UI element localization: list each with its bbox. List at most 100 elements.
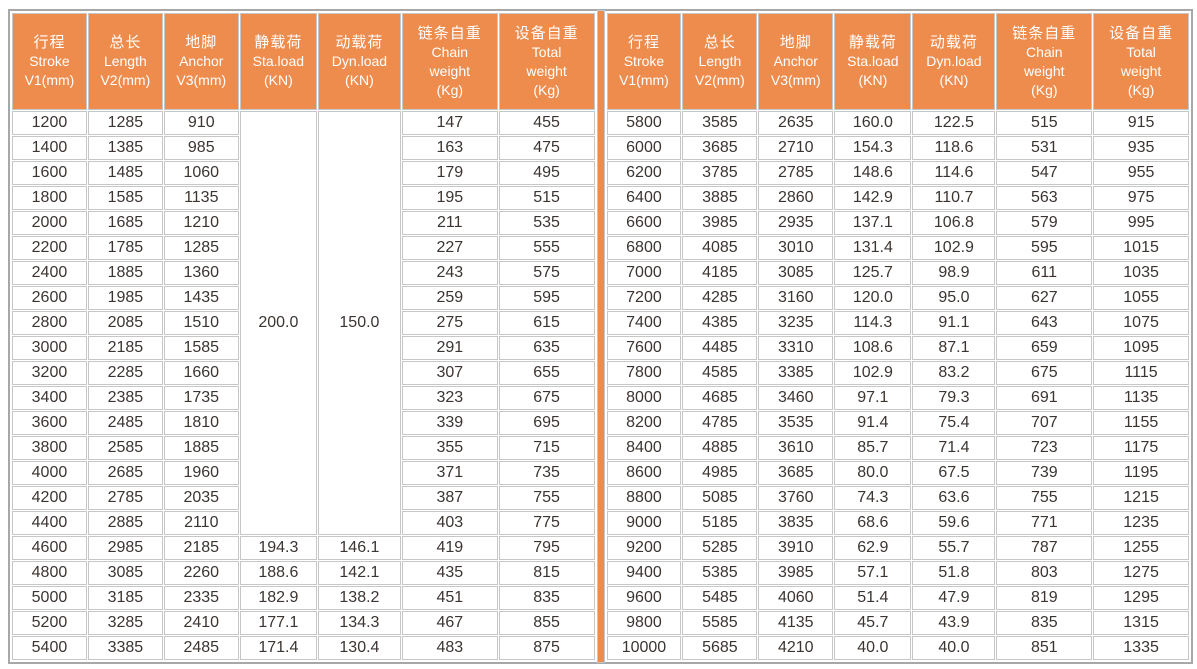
data-cell-anchor: 1360: [164, 262, 238, 284]
table-row: 8400 4885 3610 85.7 71.4 723 1175: [607, 437, 1188, 459]
data-cell-chain-weight: 355: [402, 437, 497, 459]
data-cell-dyn-load: 130.4: [318, 637, 400, 659]
table-row: 8800 5085 3760 74.3 63.6 755 1215: [607, 487, 1188, 509]
header-line: (Kg): [1127, 81, 1155, 98]
data-cell-total-weight: 1095: [1094, 337, 1188, 359]
data-cell-dyn-load: 83.2: [913, 362, 995, 384]
data-cell-stroke: 9600: [607, 587, 681, 609]
data-cell-dyn-load: 75.4: [913, 412, 995, 434]
data-cell-length: 1685: [88, 212, 162, 234]
data-cell-sta-load: 80.0: [835, 462, 911, 484]
data-cell-anchor: 4060: [759, 587, 833, 609]
header-cell-chain-weight: 链条自重 Chain weight (Kg): [997, 14, 1092, 109]
header-line: V1(mm): [24, 72, 75, 88]
data-cell-anchor: 1960: [164, 462, 238, 484]
data-cell-total-weight: 495: [499, 162, 594, 184]
data-cell-sta-load: 91.4: [835, 412, 911, 434]
data-cell-stroke: 4200: [13, 487, 86, 509]
data-cell-chain-weight: 259: [402, 287, 497, 309]
header-line: 总长: [703, 34, 736, 51]
merged-sta-load-cell: 200.0: [240, 112, 316, 534]
data-cell-total-weight: 475: [499, 137, 594, 159]
data-cell-dyn-load: 43.9: [913, 612, 995, 634]
header-line: 静载荷: [848, 34, 897, 51]
data-cell-sta-load: 40.0: [835, 637, 911, 659]
data-cell-total-weight: 735: [499, 462, 594, 484]
data-cell-stroke: 3200: [13, 362, 86, 384]
table-row: 4600 2985 2185 194.3 146.1 419 795: [13, 537, 594, 559]
data-cell-length: 1985: [88, 287, 162, 309]
data-cell-total-weight: 615: [499, 312, 594, 334]
data-cell-chain-weight: 339: [402, 412, 497, 434]
data-cell-dyn-load: 51.8: [913, 562, 995, 584]
header-line: 链条自重: [1012, 24, 1077, 42]
table-row: 6800 4085 3010 131.4 102.9 595 1015: [607, 237, 1188, 259]
data-cell-total-weight: 695: [499, 412, 594, 434]
table-row: 4800 3085 2260 188.6 142.1 435 815: [13, 562, 594, 584]
data-cell-length: 5285: [683, 537, 757, 559]
header-cell-dyn-load: 动载荷 Dyn.load (KN): [913, 14, 995, 109]
header-line: (Kg): [1031, 81, 1058, 98]
data-cell-stroke: 2000: [13, 212, 86, 234]
header-line: 总长: [109, 34, 142, 51]
data-cell-chain-weight: 307: [402, 362, 497, 384]
data-cell-stroke: 9000: [607, 512, 681, 534]
data-cell-dyn-load: 79.3: [913, 387, 995, 409]
data-cell-dyn-load: 47.9: [913, 587, 995, 609]
data-cell-sta-load: 45.7: [835, 612, 911, 634]
data-cell-anchor: 985: [164, 137, 238, 159]
data-cell-stroke: 10000: [607, 637, 681, 659]
data-cell-sta-load: 160.0: [835, 112, 911, 134]
data-cell-dyn-load: 59.6: [913, 512, 995, 534]
data-cell-total-weight: 1235: [1094, 512, 1188, 534]
header-line: 地脚: [185, 34, 218, 51]
data-cell-length: 5385: [683, 562, 757, 584]
data-cell-total-weight: 995: [1094, 212, 1188, 234]
table-row: 5400 3385 2485 171.4 130.4 483 875: [13, 637, 594, 659]
data-cell-chain-weight: 595: [997, 237, 1092, 259]
data-cell-stroke: 8400: [607, 437, 681, 459]
data-cell-sta-load: 125.7: [835, 262, 911, 284]
data-cell-total-weight: 1155: [1094, 412, 1188, 434]
header-line: V3(mm): [176, 72, 227, 88]
data-cell-stroke: 2600: [13, 287, 86, 309]
data-cell-anchor: 1285: [164, 237, 238, 259]
data-cell-dyn-load: 55.7: [913, 537, 995, 559]
table-row: 9600 5485 4060 51.4 47.9 819 1295: [607, 587, 1188, 609]
header-row-right: 行程 Stroke V1(mm) 总长 Length V2(mm) 地脚 Anchor V3(m…: [607, 14, 1188, 109]
table-row: 8600 4985 3685 80.0 67.5 739 1195: [607, 462, 1188, 484]
data-cell-total-weight: 715: [499, 437, 594, 459]
data-cell-anchor: 3310: [759, 337, 833, 359]
header-line: 行程: [627, 34, 660, 51]
data-cell-dyn-load: 87.1: [913, 337, 995, 359]
data-cell-anchor: 2335: [164, 587, 238, 609]
data-cell-total-weight: 1275: [1094, 562, 1188, 584]
header-cell-sta-load: 静载荷 Sta.load (KN): [240, 14, 316, 109]
data-cell-anchor: 2110: [164, 512, 238, 534]
data-cell-length: 4385: [683, 312, 757, 334]
data-cell-length: 4885: [683, 437, 757, 459]
data-cell-stroke: 4800: [13, 562, 86, 584]
data-cell-anchor: 3385: [759, 362, 833, 384]
data-cell-length: 5585: [683, 612, 757, 634]
data-cell-chain-weight: 275: [402, 312, 497, 334]
header-line: (KN): [345, 72, 374, 88]
data-cell-anchor: 3835: [759, 512, 833, 534]
header-line: Dyn.load: [926, 53, 982, 69]
data-cell-sta-load: 97.1: [835, 387, 911, 409]
table-row: 8000 4685 3460 97.1 79.3 691 1135: [607, 387, 1188, 409]
data-cell-length: 5485: [683, 587, 757, 609]
table-row: 3800 2585 1885 355 715: [13, 437, 594, 459]
data-cell-length: 2185: [88, 337, 162, 359]
data-cell-chain-weight: 435: [402, 562, 497, 584]
data-cell-total-weight: 1135: [1094, 387, 1188, 409]
data-cell-length: 3985: [683, 212, 757, 234]
data-cell-stroke: 3000: [13, 337, 86, 359]
data-cell-sta-load: 85.7: [835, 437, 911, 459]
data-cell-chain-weight: 179: [402, 162, 497, 184]
data-cell-length: 1585: [88, 187, 162, 209]
table-row: 5000 3185 2335 182.9 138.2 451 835: [13, 587, 594, 609]
data-cell-total-weight: 935: [1094, 137, 1188, 159]
table-row: 6000 3685 2710 154.3 118.6 531 935: [607, 137, 1188, 159]
table-row: 2600 1985 1435 259 595: [13, 287, 594, 309]
